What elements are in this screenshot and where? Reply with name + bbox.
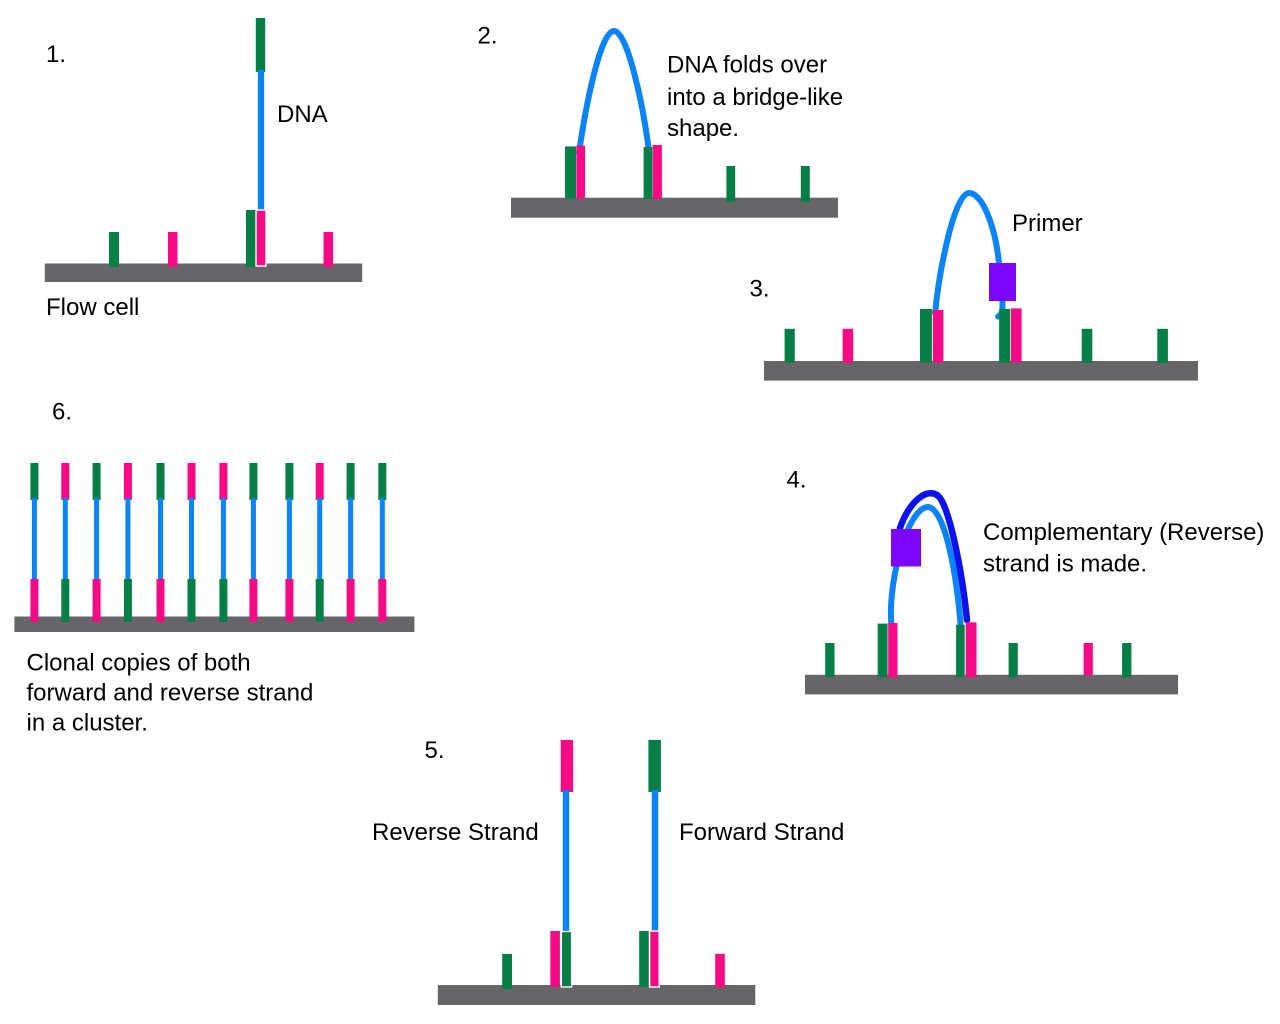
svg-text:1.: 1. [46, 41, 66, 68]
svg-text:5.: 5. [425, 737, 445, 764]
svg-text:in a cluster.: in a cluster. [27, 710, 148, 737]
svg-text:Primer: Primer [1012, 210, 1083, 237]
svg-text:4.: 4. [787, 466, 807, 493]
svg-text:3.: 3. [750, 275, 770, 302]
svg-text:strand is made.: strand is made. [983, 550, 1147, 577]
svg-text:DNA folds over: DNA folds over [667, 51, 827, 78]
svg-text:6.: 6. [52, 399, 72, 426]
svg-text:shape.: shape. [667, 115, 739, 142]
svg-text:Forward Strand: Forward Strand [679, 819, 844, 846]
svg-text:forward and reverse strand: forward and reverse strand [27, 680, 314, 707]
svg-text:into a bridge-like: into a bridge-like [667, 84, 843, 111]
svg-text:Reverse Strand: Reverse Strand [372, 819, 539, 846]
svg-text:DNA: DNA [277, 101, 328, 128]
svg-text:2.: 2. [478, 23, 498, 50]
svg-text:Complementary (Reverse): Complementary (Reverse) [983, 519, 1264, 546]
svg-text:Flow cell: Flow cell [46, 294, 139, 321]
svg-text:Clonal copies of both: Clonal copies of both [27, 650, 251, 677]
